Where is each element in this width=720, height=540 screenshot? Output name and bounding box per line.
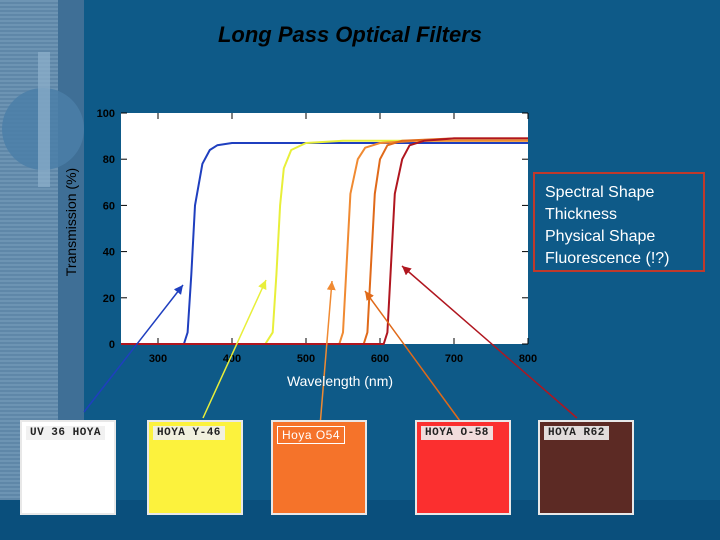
transmission-curve-2 [121,139,528,345]
pointer-arrow-5 [401,265,578,419]
filter-label: HOYA O-58 [421,426,493,440]
pointer-arrow-1 [83,284,184,413]
note-thickness: Thickness [545,206,618,223]
filter-label: UV 36 HOYA [26,426,106,440]
pointer-arrow-2 [202,279,267,419]
x-tick-label: 500 [297,353,315,365]
pointer-arrow-4 [364,290,461,422]
filter-swatch-2: HOYA Y-46 [147,420,243,515]
transmission-curve-5 [121,137,528,345]
filter-swatch-1: UV 36 HOYA [20,420,116,515]
x-tick-label: 700 [445,353,463,365]
pointer-arrows [83,265,578,427]
filter-label: HOYA R62 [544,426,609,440]
y-tick-label: 60 [103,200,115,212]
y-tick-label: 100 [97,108,115,120]
x-tick-label: 300 [149,353,167,365]
note-fluorescence: Fluorescence (!?) [545,250,670,267]
plot-area [121,113,528,344]
y-tick-label: 40 [103,247,115,259]
slide-title: Long Pass Optical Filters [217,22,483,47]
considerations-box: Spectral Shape Thickness Physical Shape … [533,172,705,272]
filter-label: HOYA Y-46 [153,426,225,440]
pointer-arrow-3 [319,280,336,427]
x-axis-label: Wavelength (nm) [287,373,393,389]
y-tick-label: 0 [109,339,115,351]
note-physical-shape: Physical Shape [545,228,656,245]
decorative-bar [38,52,50,187]
y-tick-label: 20 [103,293,115,305]
filter-swatch-4: HOYA O-58 [415,420,511,515]
filter-label: Hoya O54 [277,426,346,444]
x-tick-label: 600 [371,353,389,365]
x-tick-label: 400 [223,353,241,365]
filter-swatch-5: HOYA R62 [538,420,634,515]
transmission-curves [121,137,528,345]
y-axis-label: Transmission (%) [63,168,79,276]
y-tick-label: 80 [103,154,115,166]
x-tick-label: 800 [519,353,537,365]
axis-ticks: 0 20 40 60 80 100 300 400 500 600 700 800 [97,108,538,365]
note-spectral-shape: Spectral Shape [545,184,655,201]
filter-swatch-3: Hoya O54 [271,420,367,515]
